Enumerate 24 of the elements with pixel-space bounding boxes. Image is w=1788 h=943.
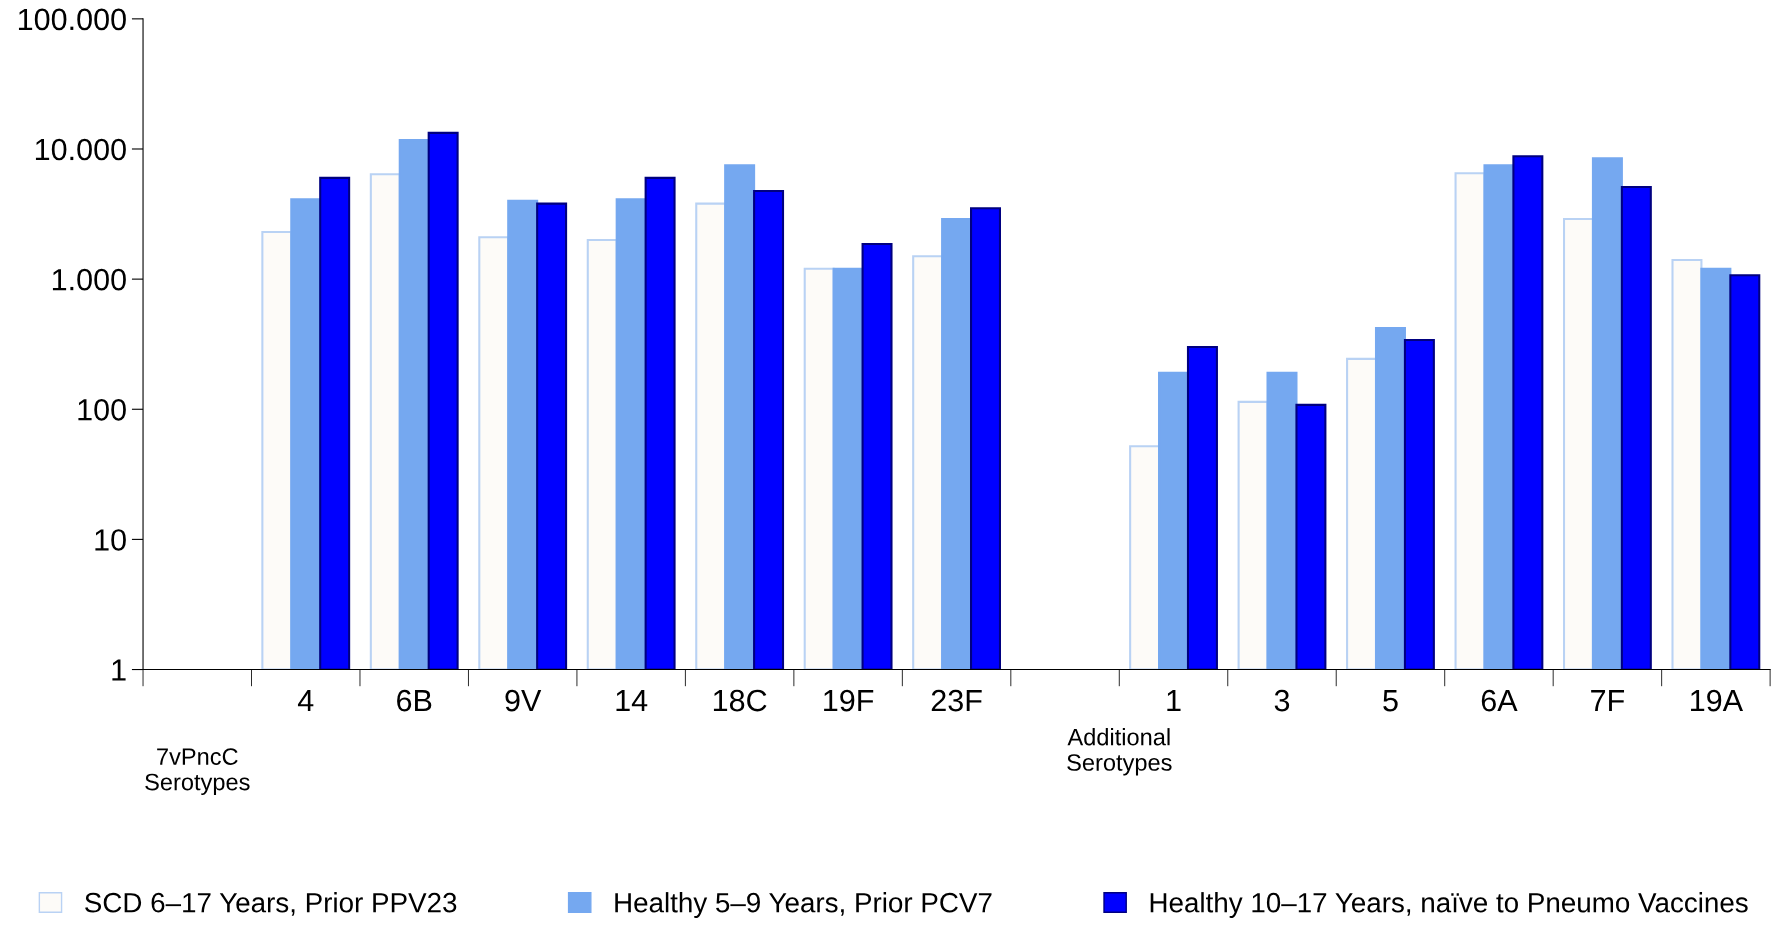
x-tick-label: 4 <box>297 690 314 712</box>
x-tick-label: 6B <box>397 689 432 712</box>
y-tick-label: 1.000 <box>52 268 126 291</box>
text: Additional Serotypes <box>1067 728 1172 776</box>
text: 7vPncC Serotypes <box>145 748 250 796</box>
y-tick-label: 10 <box>95 529 126 551</box>
legend-label: Healthy 10–17 Years, naïve to Pneumo Vaccines <box>1150 892 1748 918</box>
x-tick-label: 5 <box>1383 690 1398 712</box>
y-tick-label: 10.000 <box>35 138 126 161</box>
x-tick-label: 18C <box>713 689 767 712</box>
x-tick-label: 23F <box>931 689 982 712</box>
x-tick-label: 19A <box>1691 689 1744 712</box>
x-tick-label: 6A <box>1481 689 1518 712</box>
x-tick-label: 1 <box>1167 690 1181 712</box>
y-tick-label: 100 <box>78 399 126 421</box>
y-tick-label: 1 <box>112 659 126 681</box>
x-tick-label: 14 <box>616 690 648 712</box>
x-tick-label: 3 <box>1274 689 1290 712</box>
x-tick-label: 19F <box>824 689 874 712</box>
x-tick-label: 9V <box>505 689 542 712</box>
legend-label: SCD 6–17 Years, Prior PPV23 <box>85 892 457 916</box>
x-tick-label: 7F <box>1591 690 1625 712</box>
y-tick-label: 100.000 <box>18 8 126 31</box>
legend-label: Healthy 5–9 Years, Prior PCV7 <box>615 892 992 918</box>
